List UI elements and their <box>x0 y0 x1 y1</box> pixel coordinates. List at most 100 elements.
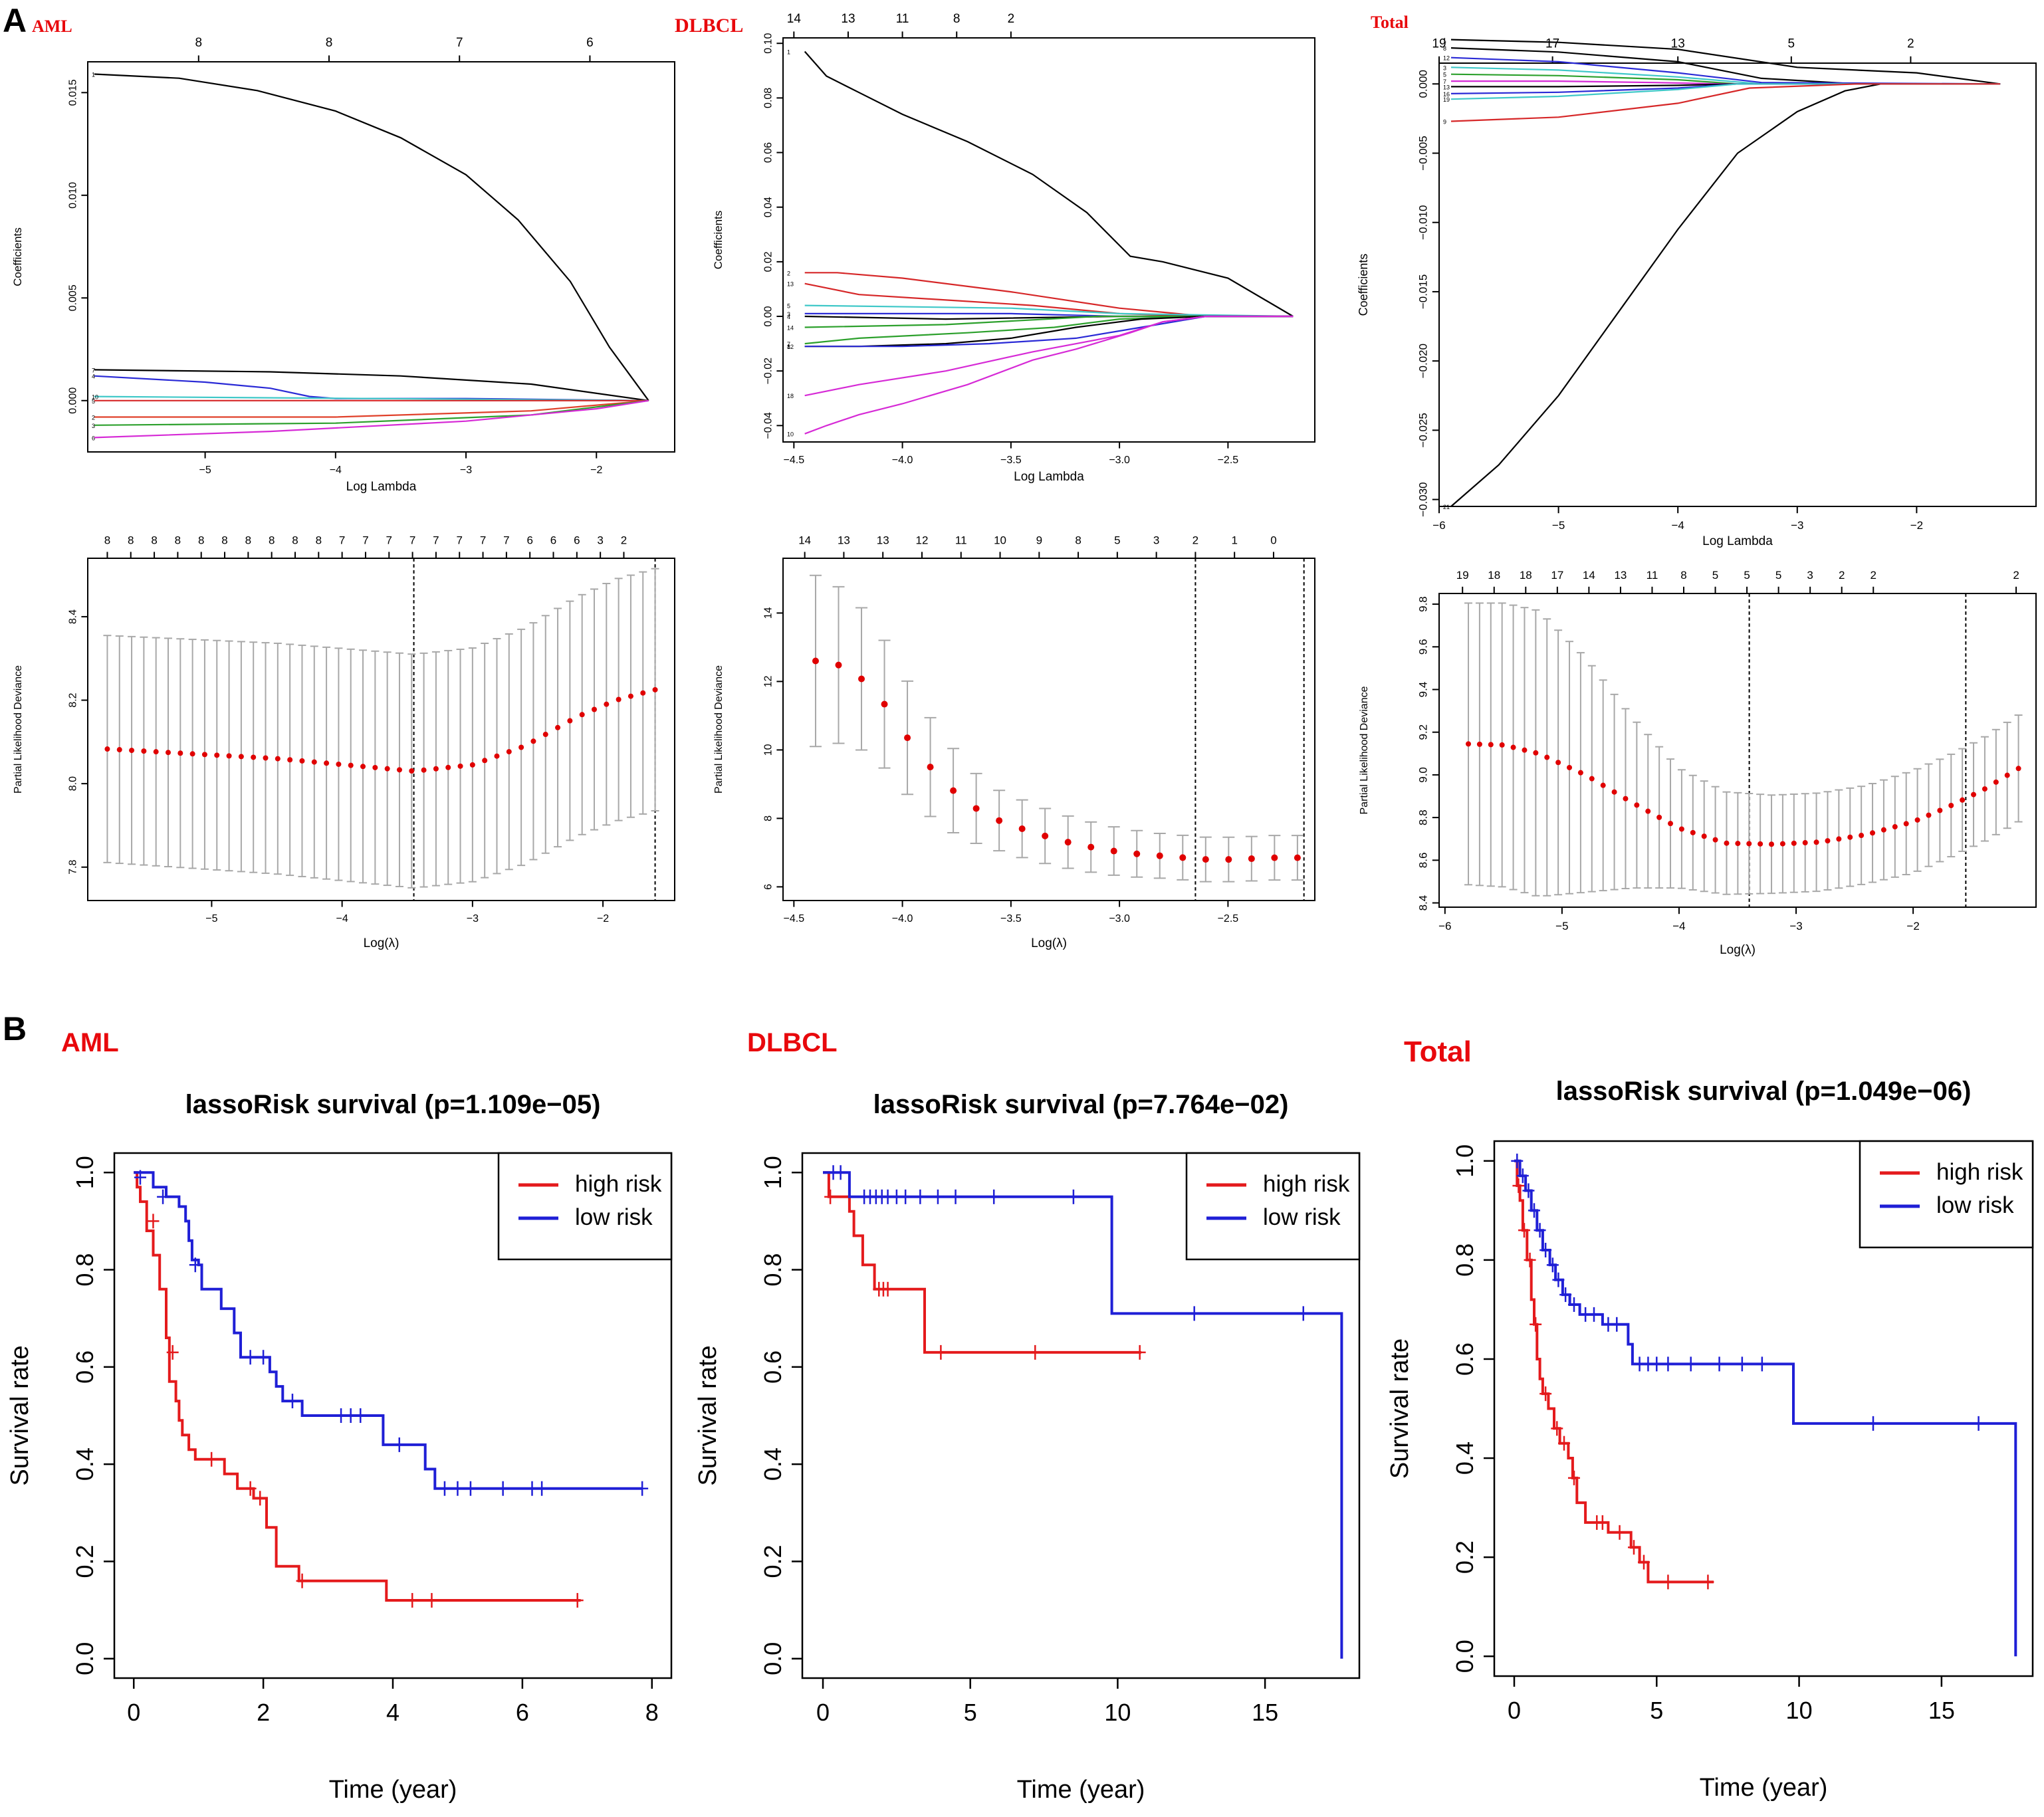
dlbcl-coef-y-tick-label: 0.04 <box>762 197 774 217</box>
total-cv-deviance-point <box>1982 786 1987 792</box>
dlbcl-coef-series-label: 2 <box>787 270 790 276</box>
total-cv-top-tick-label: 19 <box>1456 569 1469 582</box>
total-km-legend-box <box>1859 1140 2034 1249</box>
aml-cv-top-tick-label: 7 <box>433 534 439 547</box>
total-cv-deviance-point <box>1735 841 1741 847</box>
dlbcl-coef-top-tick-label: 8 <box>953 12 961 26</box>
aml-coef-series-line-6 <box>94 399 649 439</box>
total-cv-top-tick-label: 18 <box>1520 569 1532 582</box>
total-km-x-tick-label: 10 <box>1786 1697 1813 1724</box>
aml-km-x-tick-label: 8 <box>645 1699 659 1726</box>
dlbcl-coef-series-label: 5 <box>787 303 790 310</box>
aml-cv-deviance-point <box>141 748 147 754</box>
aml-coef-y-tick-label: 0.015 <box>67 79 78 106</box>
dlbcl-cv-deviance-point <box>1064 839 1072 846</box>
aml-coef-series-line-2 <box>94 399 649 418</box>
total-cv-deviance-point <box>1555 760 1561 766</box>
total-coef-series-label: 9 <box>1443 119 1446 126</box>
dlbcl-cv-deviance-point <box>1110 847 1117 855</box>
dlbcl-coef-series-label: 1 <box>787 49 790 56</box>
dlbcl-cv-y-tick-label: 12 <box>762 675 774 687</box>
total-coef-x-tick-label: −6 <box>1432 519 1445 532</box>
dlbcl-cv-deviance-point <box>1294 854 1301 861</box>
dlbcl-cv-x-tick-label: −4.0 <box>892 913 913 924</box>
total-cv-deviance-point <box>1544 754 1550 760</box>
total-km-y-tick-label: 0.4 <box>1451 1442 1478 1475</box>
dlbcl-cv-deviance-point <box>950 787 957 794</box>
aml-coef-series-label: 3 <box>92 423 95 429</box>
total-cv-deviance-point <box>1510 744 1516 750</box>
total-cv-deviance-point <box>1802 840 1808 846</box>
total-cv-deviance-point <box>1758 841 1763 847</box>
total-cv-deviance-point <box>1600 782 1606 788</box>
aml-cv-deviance-point <box>555 724 561 730</box>
dlbcl-cv-top-tick-label: 1 <box>1231 534 1237 547</box>
dlbcl-coef-series-label: 7 <box>787 341 790 348</box>
aml-coef-x-tick-label: −5 <box>199 465 211 476</box>
dlbcl-cv-deviance-point <box>1042 832 1049 839</box>
dlbcl-km-y-tick-label: 1.0 <box>759 1156 786 1189</box>
total-coef-y-tick-label: −0.010 <box>1417 205 1429 239</box>
dlbcl-cv-top-tick-label: 10 <box>994 534 1006 547</box>
total-coef-series-label: 12 <box>1443 55 1450 62</box>
dlbcl-cv-top-tick-label: 11 <box>955 534 967 547</box>
total-cv-top-tick-label: 3 <box>1807 569 1813 582</box>
aml-coef-series-label: 6 <box>92 435 95 441</box>
total-cv-y-tick-label: 9.0 <box>1417 767 1429 783</box>
total-cv-top-tick-label: 5 <box>1775 569 1781 582</box>
total-cv-deviance-point <box>1880 827 1886 833</box>
dlbcl-coef-series-line-13 <box>804 282 1294 318</box>
total-cv-top-tick-label: 18 <box>1488 569 1500 582</box>
panel-label-b: B <box>3 1010 27 1047</box>
aml-cross-validation-chart: −5 −4 −3 −2 7.8 8.0 8.2 8.4 Log(λ) Partial Likeli… <box>13 534 675 950</box>
total-cv-y-tick-label: 8.4 <box>1417 895 1429 911</box>
dlbcl-km-plot-frame <box>801 1152 1361 1679</box>
aml-cv-deviance-point <box>518 744 524 750</box>
total-cv-plot-frame <box>1438 593 2037 908</box>
total-cv-x-tick-label: −5 <box>1555 920 1568 932</box>
aml-cv-y-tick-label: 8.0 <box>67 776 78 791</box>
dlbcl-cv-deviance-point <box>1225 856 1232 863</box>
dlbcl-km-x-tick-label: 5 <box>964 1699 977 1726</box>
aml-cv-deviance-point <box>567 718 573 724</box>
total-cv-deviance-point <box>1690 829 1696 835</box>
aml-cv-top-tick-label: 3 <box>597 534 603 547</box>
total-coef-series-label: 21 <box>1443 504 1450 510</box>
dlbcl-coef-series-line-10 <box>804 315 1294 435</box>
aml-km-y-tick-label: 0.2 <box>71 1545 98 1578</box>
dlbcl-coef-top-tick-label: 14 <box>787 12 802 26</box>
aml-cv-deviance-point <box>251 754 257 760</box>
dlbcl-coef-x-tick-label: −3.0 <box>1109 455 1130 466</box>
total-coef-series-label: 1 <box>1443 37 1446 44</box>
aml-cv-deviance-point <box>324 760 330 766</box>
aml-cv-top-tick-label: 8 <box>221 534 227 547</box>
aml-cv-top-tick-label: 8 <box>198 534 204 547</box>
dlbcl-cv-deviance-point <box>1018 825 1026 832</box>
aml-cv-deviance-point <box>494 753 500 759</box>
aml-coef-top-tick-label: 7 <box>456 36 463 50</box>
aml-cv-deviance-point <box>640 690 646 696</box>
aml-cv-y-tick-label: 8.4 <box>67 609 78 624</box>
total-cv-deviance-point <box>1466 741 1472 747</box>
aml-cv-deviance-point <box>311 759 317 765</box>
total-cv-deviance-point <box>1577 770 1583 776</box>
dlbcl-cv-x-axis-label: Log(λ) <box>1031 936 1067 950</box>
total-coef-x-tick-label: −4 <box>1672 519 1684 532</box>
total-coef-series-label: 8 <box>1443 45 1446 52</box>
total-coef-x-axis-label: Log Lambda <box>1702 534 1773 548</box>
aml-cv-y-axis-label: Partial Likelihood Deviance <box>13 665 24 794</box>
aml-cv-deviance-point <box>421 767 427 773</box>
aml-km-x-tick-label: 2 <box>257 1699 270 1726</box>
dlbcl-coef-series-line-8 <box>804 315 1294 348</box>
aml-coef-x-tick-label: −2 <box>590 465 602 476</box>
total-coef-series-label: 7 <box>1443 78 1446 85</box>
dlbcl-cv-deviance-point <box>904 734 911 742</box>
dlbcl-km-y-axis-label: Survival rate <box>694 1345 722 1485</box>
dlbcl-cv-deviance-point <box>927 764 934 771</box>
total-cv-deviance-point <box>1499 742 1505 748</box>
dlbcl-cv-top-tick-label: 5 <box>1114 534 1120 547</box>
total-km-x-tick-label: 5 <box>1650 1697 1663 1724</box>
total-cv-x-axis-label: Log(λ) <box>1720 943 1756 957</box>
total-cv-y-tick-label: 9.2 <box>1417 724 1429 740</box>
total-coef-series-label: 13 <box>1443 84 1450 90</box>
